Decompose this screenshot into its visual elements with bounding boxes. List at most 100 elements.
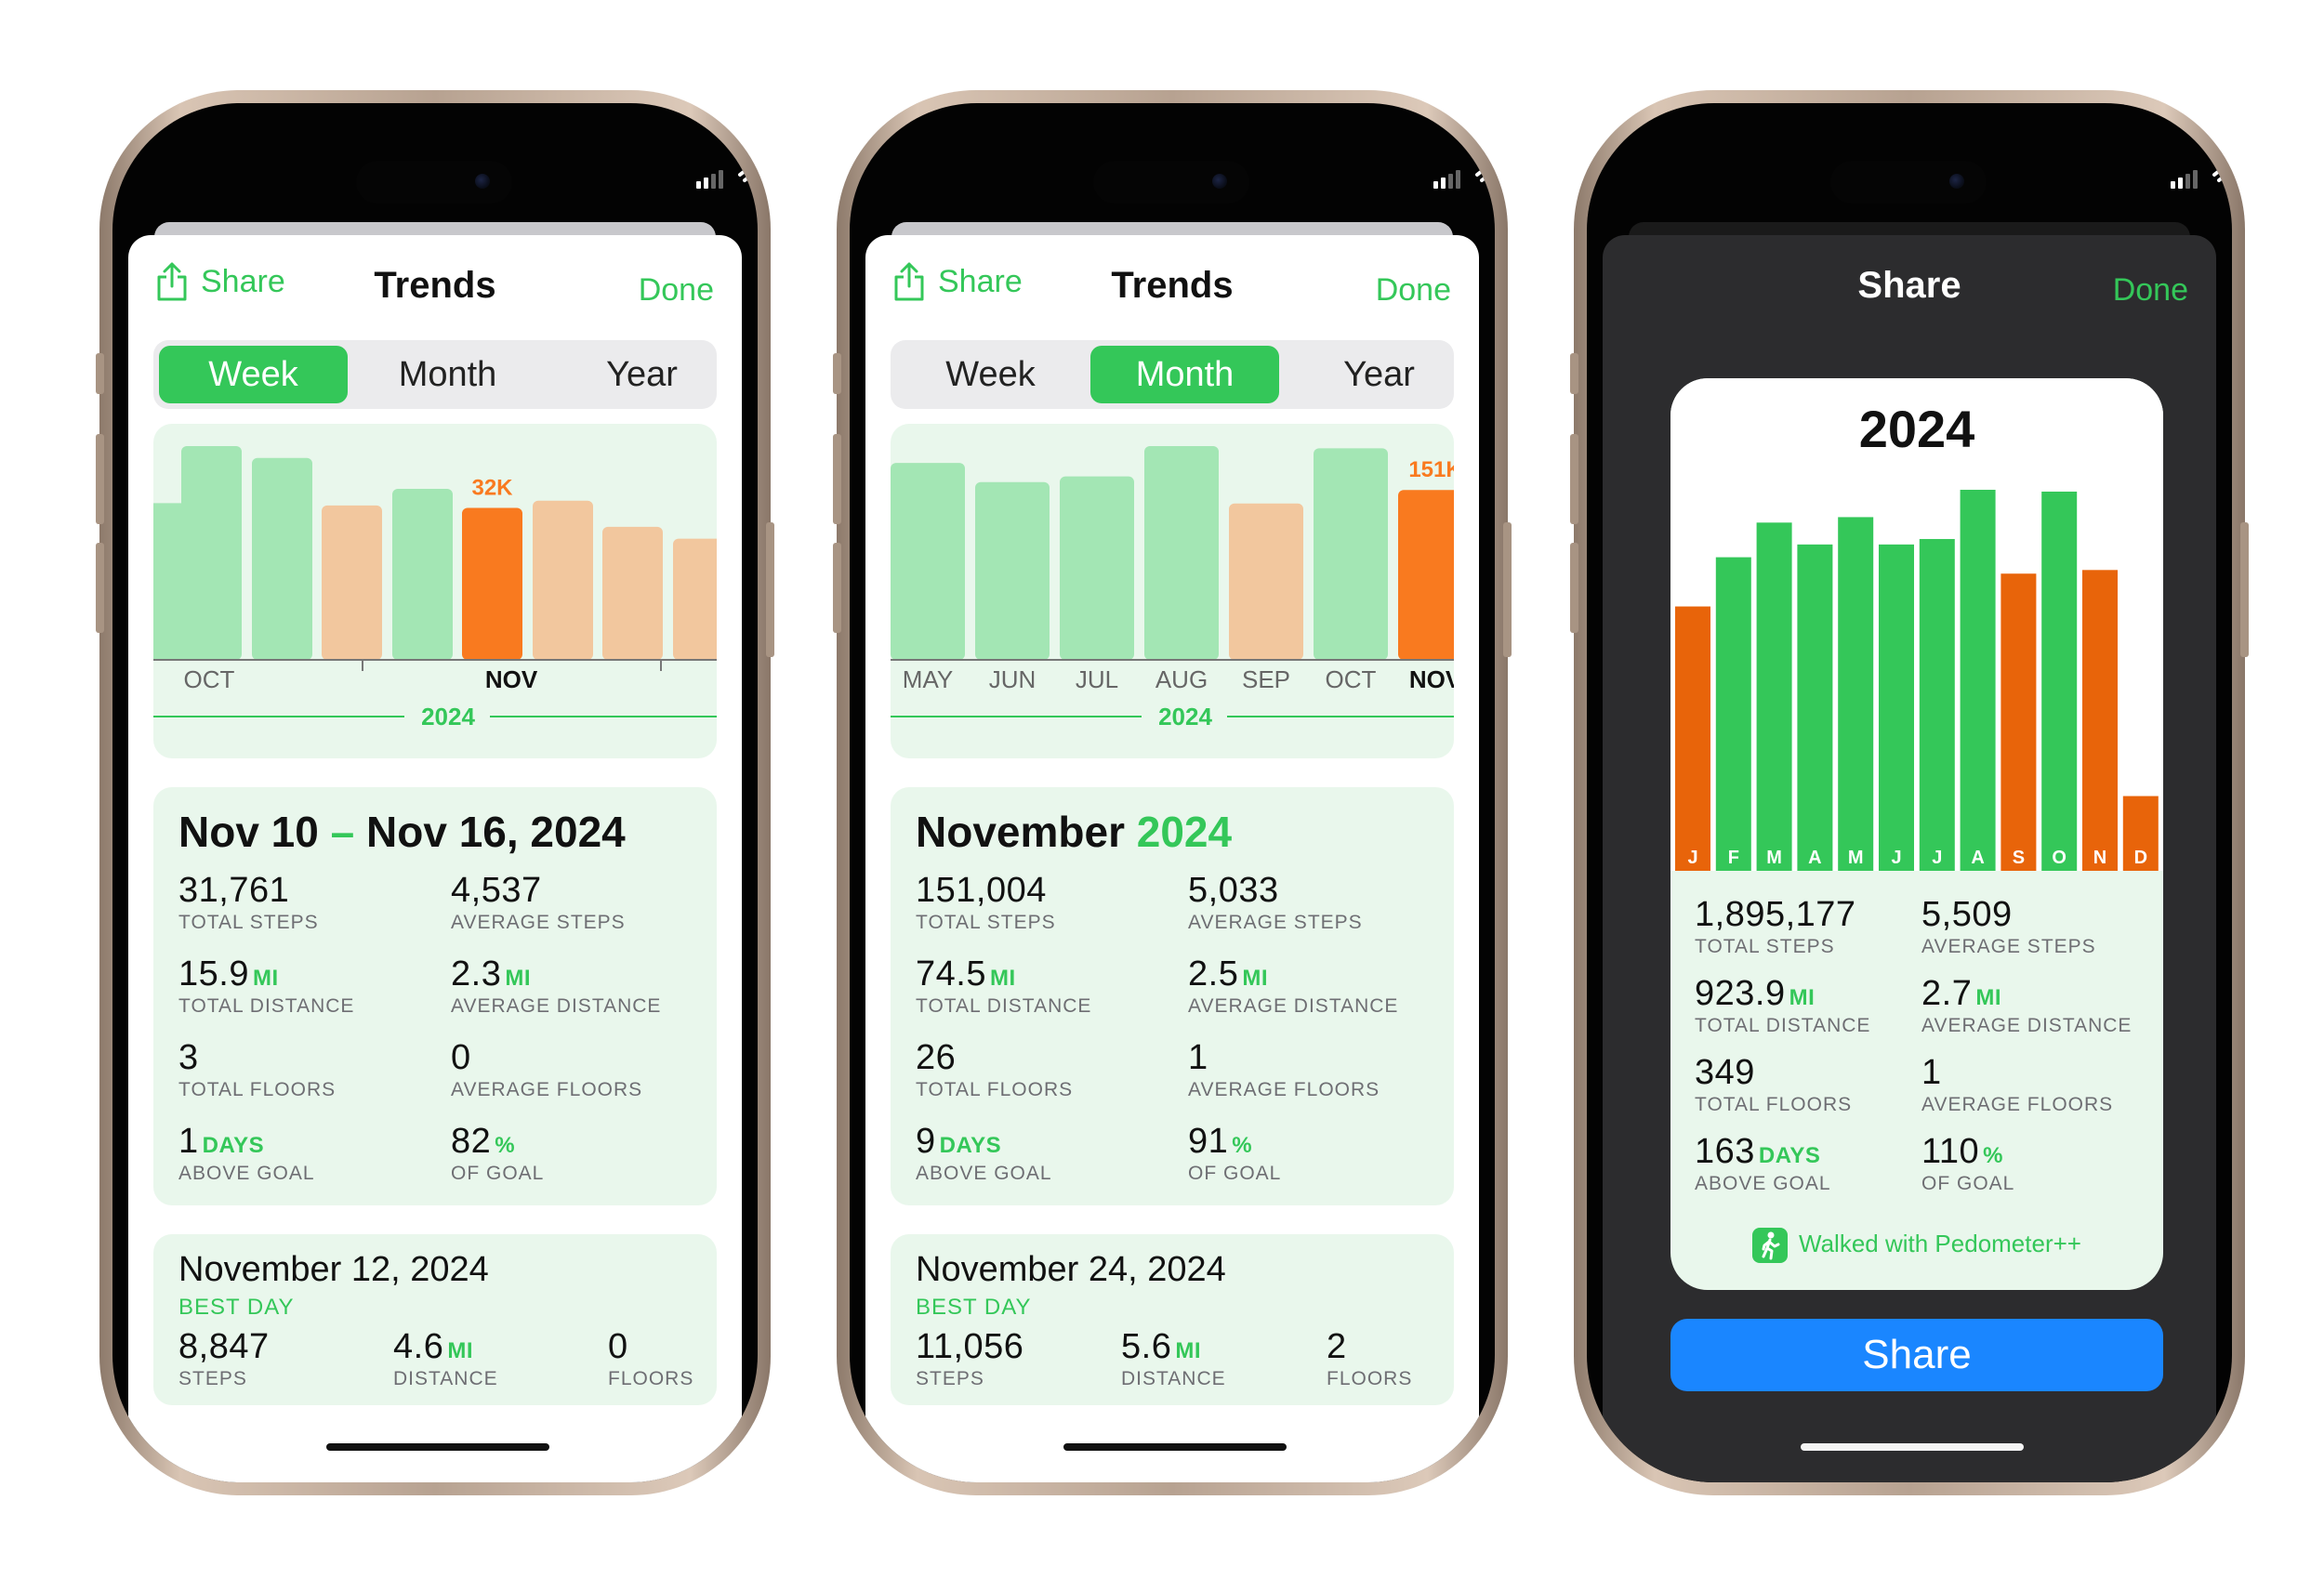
side-button	[766, 522, 774, 657]
signal-bar	[1456, 170, 1460, 189]
segment-week[interactable]: Week	[945, 355, 1036, 394]
action-button	[1570, 353, 1578, 394]
month-tick-label: NOV	[485, 665, 538, 693]
dynamic-island	[356, 161, 512, 204]
stat-unit: DAYS	[939, 1133, 1002, 1158]
stat-number: 110	[1921, 1132, 1980, 1171]
nav-bar: Share Done	[1603, 235, 2216, 319]
signal-bar	[1433, 181, 1438, 189]
done-button[interactable]: Done	[2112, 272, 2188, 308]
stat-number: 2.3	[451, 954, 502, 993]
action-button	[96, 353, 104, 394]
month-initial-label: M	[1766, 848, 1782, 868]
done-button[interactable]: Done	[638, 272, 714, 308]
stat-value: 3	[178, 1038, 336, 1078]
stat-value: 4,537	[451, 871, 626, 911]
home-indicator	[1063, 1443, 1287, 1451]
stat-item: 110% OF GOAL	[1921, 1132, 2014, 1195]
best-day-card: November 24, 2024 BEST DAY 11,056 STEPS 5.…	[891, 1234, 1454, 1405]
wifi-icon	[2212, 167, 2232, 190]
chart-bar	[1398, 490, 1454, 660]
stat-value: 8,847	[178, 1327, 270, 1367]
stat-value: 9 DAYS	[916, 1122, 1052, 1162]
stat-unit: MI	[1789, 985, 1816, 1010]
segment-month[interactable]: Month	[1090, 346, 1279, 403]
wifi-icon	[738, 167, 758, 190]
stat-item: 5,033 AVERAGE STEPS	[1188, 871, 1363, 934]
segment-year[interactable]: Year	[606, 355, 678, 394]
chart-bar	[1756, 522, 1792, 871]
stat-number: 11,056	[916, 1327, 1024, 1366]
stat-value: 2.7 MI	[1921, 974, 2132, 1014]
dynamic-island	[1093, 161, 1249, 204]
stat-value: 2	[1327, 1327, 1412, 1367]
weekly-steps-chart[interactable]: 32K OCT NOV 2024	[153, 424, 717, 758]
stat-number: 26	[916, 1038, 957, 1077]
done-button[interactable]: Done	[1375, 272, 1451, 308]
stat-label: AVERAGE STEPS	[1921, 936, 2096, 957]
stat-number: 91	[1188, 1122, 1229, 1161]
segment-year[interactable]: Year	[1343, 355, 1415, 394]
month-initial-label: S	[2013, 848, 2025, 868]
volume-up-button	[96, 434, 104, 524]
signal-bar	[1448, 174, 1453, 189]
stat-value: 5,509	[1921, 895, 2096, 935]
stat-value: 15.9 MI	[178, 954, 354, 994]
stat-value: 31,761	[178, 871, 319, 911]
stat-item: 2.7 MI AVERAGE DISTANCE	[1921, 974, 2132, 1037]
summary-title: Nov 10 – Nov 16, 2024	[178, 807, 626, 857]
stat-item: 2.5 MI AVERAGE DISTANCE	[1188, 954, 1398, 1018]
stat-number: 82	[451, 1122, 492, 1161]
stat-item: 163 DAYS ABOVE GOAL	[1695, 1132, 1831, 1195]
walking-figure-icon	[1752, 1228, 1789, 1263]
volume-up-button	[1570, 434, 1578, 524]
phone-week: Share Trends Done Week Month Year 32K OCT…	[96, 90, 774, 1495]
stat-item: 91% OF GOAL	[1188, 1122, 1281, 1185]
stat-value: 163 DAYS	[1695, 1132, 1831, 1172]
best-day-tag: BEST DAY	[178, 1295, 295, 1320]
trends-sheet: Share Trends Done Week Month Year MAY JUN…	[865, 235, 1479, 1482]
share-button[interactable]: Share	[156, 261, 285, 302]
week-bar-chart: 32K OCT NOV 2024	[153, 446, 717, 730]
stat-unit: MI	[505, 966, 531, 991]
stat-label: AVERAGE DISTANCE	[451, 995, 662, 1017]
share-button[interactable]: Share	[893, 261, 1023, 302]
segment-month[interactable]: Month	[398, 355, 497, 394]
share-label: Share	[201, 263, 285, 299]
share-submit-button[interactable]: Share	[1670, 1319, 2163, 1391]
stat-unit: %	[1232, 1133, 1253, 1158]
signal-bar	[1441, 178, 1446, 189]
stat-number: 0	[608, 1327, 628, 1366]
action-button	[833, 353, 841, 394]
stat-item: 26 TOTAL FLOORS	[916, 1038, 1073, 1101]
stat-number: 4.6	[393, 1327, 444, 1366]
monthly-steps-chart[interactable]: MAY JUN JUL AUG SEP OCT NOV 151K 2024	[891, 424, 1454, 758]
stat-value: 74.5 MI	[916, 954, 1091, 994]
stat-unit: DAYS	[202, 1133, 265, 1158]
stat-value: 5,033	[1188, 871, 1363, 911]
side-button	[1503, 522, 1512, 657]
signal-bar	[2193, 170, 2198, 189]
stat-number: 0	[451, 1038, 471, 1077]
chart-bar	[1919, 538, 1955, 871]
stat-item: 2.3 MI AVERAGE DISTANCE	[451, 954, 661, 1018]
stat-item: 11,056 STEPS	[916, 1327, 1023, 1390]
stat-label: TOTAL DISTANCE	[1695, 1015, 1871, 1036]
stat-number: 2	[1327, 1327, 1347, 1366]
home-indicator	[1801, 1443, 2024, 1451]
stat-unit: MI	[1242, 966, 1268, 991]
volume-down-button	[833, 543, 841, 633]
screen: Share Trends Done Week Month Year MAY JUN…	[850, 103, 1495, 1482]
highlight-value-label: 151K	[1408, 457, 1454, 482]
stat-item: 1,895,177 TOTAL STEPS	[1695, 895, 1856, 958]
stat-item: 4.6 MI DISTANCE	[393, 1327, 498, 1390]
range-end: Nov 16, 2024	[366, 808, 626, 856]
stat-label: TOTAL STEPS	[916, 912, 1056, 933]
stat-unit: MI	[989, 966, 1016, 991]
stat-value: 82%	[451, 1122, 544, 1162]
best-day-date: November 24, 2024	[916, 1250, 1226, 1289]
volume-up-button	[833, 434, 841, 524]
segment-week[interactable]: Week	[159, 346, 348, 403]
dynamic-island	[1830, 161, 1987, 204]
month-tick-label: OCT	[184, 665, 235, 693]
